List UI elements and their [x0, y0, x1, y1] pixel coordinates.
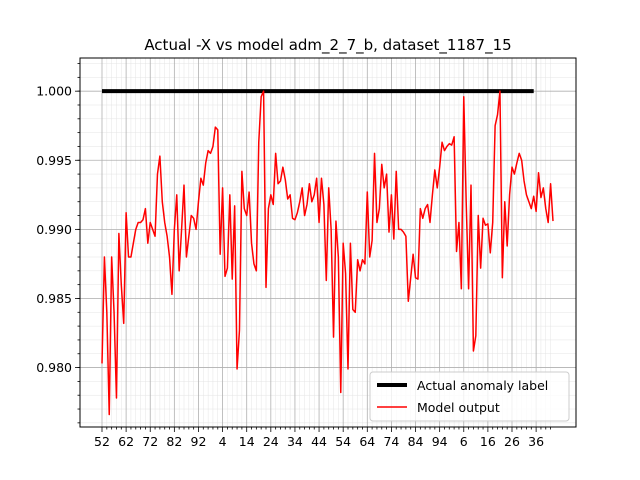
x-tick-label: 36: [528, 434, 544, 449]
series-line-model-output: [101, 90, 554, 416]
x-axis: 52 62 72 82 92 4 14 24 34 44 54 64 74 84 94 6 16 26 36: [94, 427, 551, 449]
x-tick-label: 94: [432, 434, 448, 449]
x-tick-label: 84: [408, 434, 424, 449]
x-tick-label: 4: [219, 434, 227, 449]
x-tick-label: 24: [263, 434, 279, 449]
x-tick-label: 92: [191, 434, 207, 449]
x-tick-label: 26: [504, 434, 520, 449]
legend-label-model-output: Model output: [417, 400, 500, 415]
chart-title: Actual -X vs model adm_2_7_b, dataset_11…: [144, 36, 511, 55]
series-layer: [101, 89, 554, 416]
x-tick-label: 34: [287, 434, 303, 449]
y-tick-label: 0.990: [36, 222, 72, 237]
legend-label-actual-anomaly-label: Actual anomaly label: [417, 378, 548, 393]
x-tick-label: 72: [142, 434, 158, 449]
legend: Actual anomaly label Model output: [369, 371, 570, 422]
x-tick-label: 82: [166, 434, 182, 449]
x-tick-label: 64: [359, 434, 375, 449]
legend-frame: [369, 371, 570, 422]
y-axis: 0.980 0.985 0.990 0.995 1.000: [36, 63, 80, 424]
x-tick-label: 52: [94, 434, 110, 449]
x-tick-label: 16: [480, 434, 496, 449]
x-tick-label: 62: [118, 434, 134, 449]
grid-minor: [80, 58, 576, 427]
y-tick-label: 1.000: [36, 84, 72, 99]
x-tick-label: 74: [383, 434, 399, 449]
x-tick-label: 54: [335, 434, 351, 449]
x-tick-label: 6: [460, 434, 468, 449]
x-tick-label: 44: [311, 434, 327, 449]
x-tick-label: 14: [239, 434, 255, 449]
y-tick-label: 0.980: [36, 360, 72, 375]
y-tick-label: 0.995: [36, 153, 72, 168]
plot-frame: [79, 57, 577, 428]
y-tick-label: 0.985: [36, 291, 72, 306]
